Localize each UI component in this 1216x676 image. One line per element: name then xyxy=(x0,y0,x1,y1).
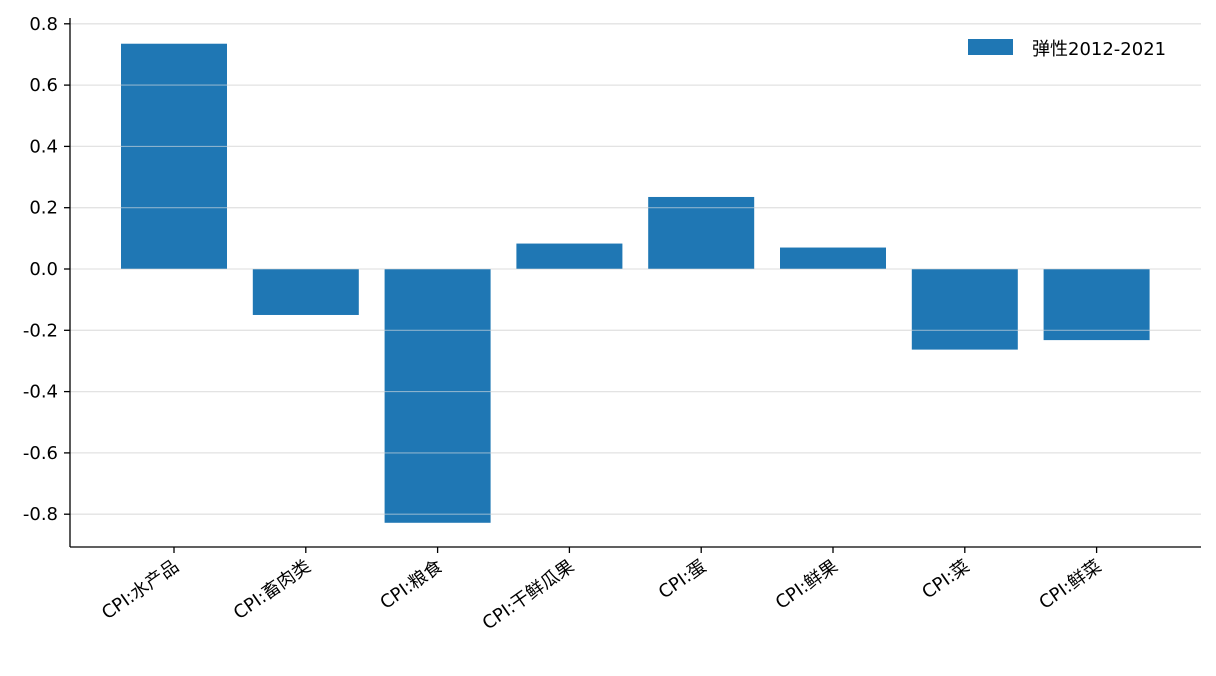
y-tick-label: 0.4 xyxy=(29,136,58,157)
y-tick-label: 0.2 xyxy=(29,198,58,219)
bar xyxy=(648,196,755,269)
bar xyxy=(121,43,227,269)
y-tick-label: 0.0 xyxy=(29,259,58,280)
legend: 弹性2012-2021 xyxy=(968,39,1166,60)
y-tick-label: -0.2 xyxy=(23,320,58,341)
bar xyxy=(780,247,886,269)
x-tick-label: CPI:水产品 xyxy=(98,556,183,624)
x-tick-label: CPI:干鲜瓜果 xyxy=(479,556,579,634)
x-tick-label: CPI:粮食 xyxy=(376,556,446,614)
y-tick-label: 0.8 xyxy=(29,14,58,35)
x-tick-label: CPI:蛋 xyxy=(655,556,710,603)
bar xyxy=(1043,269,1150,341)
x-tick-label: CPI:鲜果 xyxy=(772,556,842,614)
x-tick-label: CPI:畜肉类 xyxy=(230,556,315,624)
y-tick-label: 0.6 xyxy=(29,75,58,96)
bar xyxy=(516,243,623,269)
bar xyxy=(252,269,359,315)
x-tick-label: CPI:菜 xyxy=(918,556,973,603)
legend-swatch xyxy=(968,39,1013,55)
y-tick-label: -0.4 xyxy=(23,382,58,403)
x-tick-label: CPI:鲜菜 xyxy=(1035,556,1105,614)
bars xyxy=(70,23,1201,523)
y-tick-label: -0.8 xyxy=(23,504,58,525)
bar xyxy=(384,269,491,523)
y-tick-label: -0.6 xyxy=(23,443,58,464)
legend-label: 弹性2012-2021 xyxy=(1032,39,1166,60)
bar xyxy=(911,269,1018,350)
